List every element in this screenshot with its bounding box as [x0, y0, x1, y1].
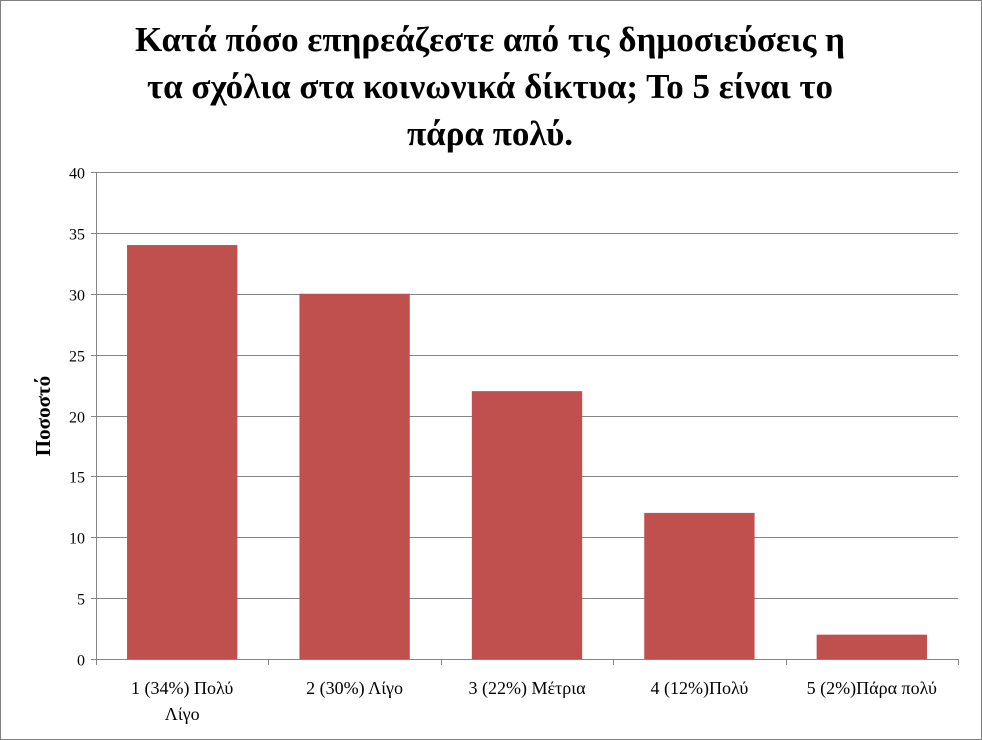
y-tick-label: 40: [69, 166, 85, 183]
y-tick-label: 15: [69, 470, 85, 487]
y-tick-labels: 0 5 10 15 20 25 30 35 40: [69, 166, 85, 670]
y-tick-label: 10: [69, 531, 85, 548]
bars: [127, 245, 927, 660]
y-axis-label: Ποσοστό: [31, 376, 55, 456]
axes: [96, 172, 959, 665]
y-tick-label: 5: [77, 592, 85, 609]
chart-title-line-1: Κατά πόσο επηρεάζεστε από τις δημοσιεύσε…: [134, 20, 846, 59]
bar-3: [471, 391, 583, 659]
x-category-label: 1 (34%) Πολύ: [131, 678, 233, 699]
y-tick-label: 25: [69, 349, 85, 366]
bar-1: [127, 245, 238, 660]
x-category-label: 5 (2%)Πάρα πολύ: [807, 678, 937, 699]
bar-4: [644, 512, 755, 659]
chart-title: Κατά πόσο επηρεάζεστε από τις δημοσιεύσε…: [80, 16, 900, 157]
x-category-labels: 1 (34%) Πολύ Λίγο 2 (30%) Λίγο 3 (22%) Μέτρ…: [131, 678, 937, 724]
x-category-label: Λίγο: [165, 704, 200, 724]
chart-title-line-2: τα σχόλια στα κοινωνικά δίκτυα; Το 5 είν…: [146, 67, 834, 106]
y-tick-label: 20: [69, 410, 85, 427]
bar-5: [816, 634, 927, 659]
x-category-label: 3 (22%) Μέτρια: [468, 678, 586, 699]
y-tick-label: 0: [77, 653, 85, 670]
x-category-label: 2 (30%) Λίγο: [306, 678, 403, 699]
bar-2: [299, 293, 410, 659]
chart-title-line-3: πάρα πολύ.: [406, 114, 573, 153]
y-tick-label: 35: [69, 227, 85, 244]
y-tick-label: 30: [69, 288, 85, 305]
x-category-label: 4 (12%)Πολύ: [651, 678, 749, 699]
